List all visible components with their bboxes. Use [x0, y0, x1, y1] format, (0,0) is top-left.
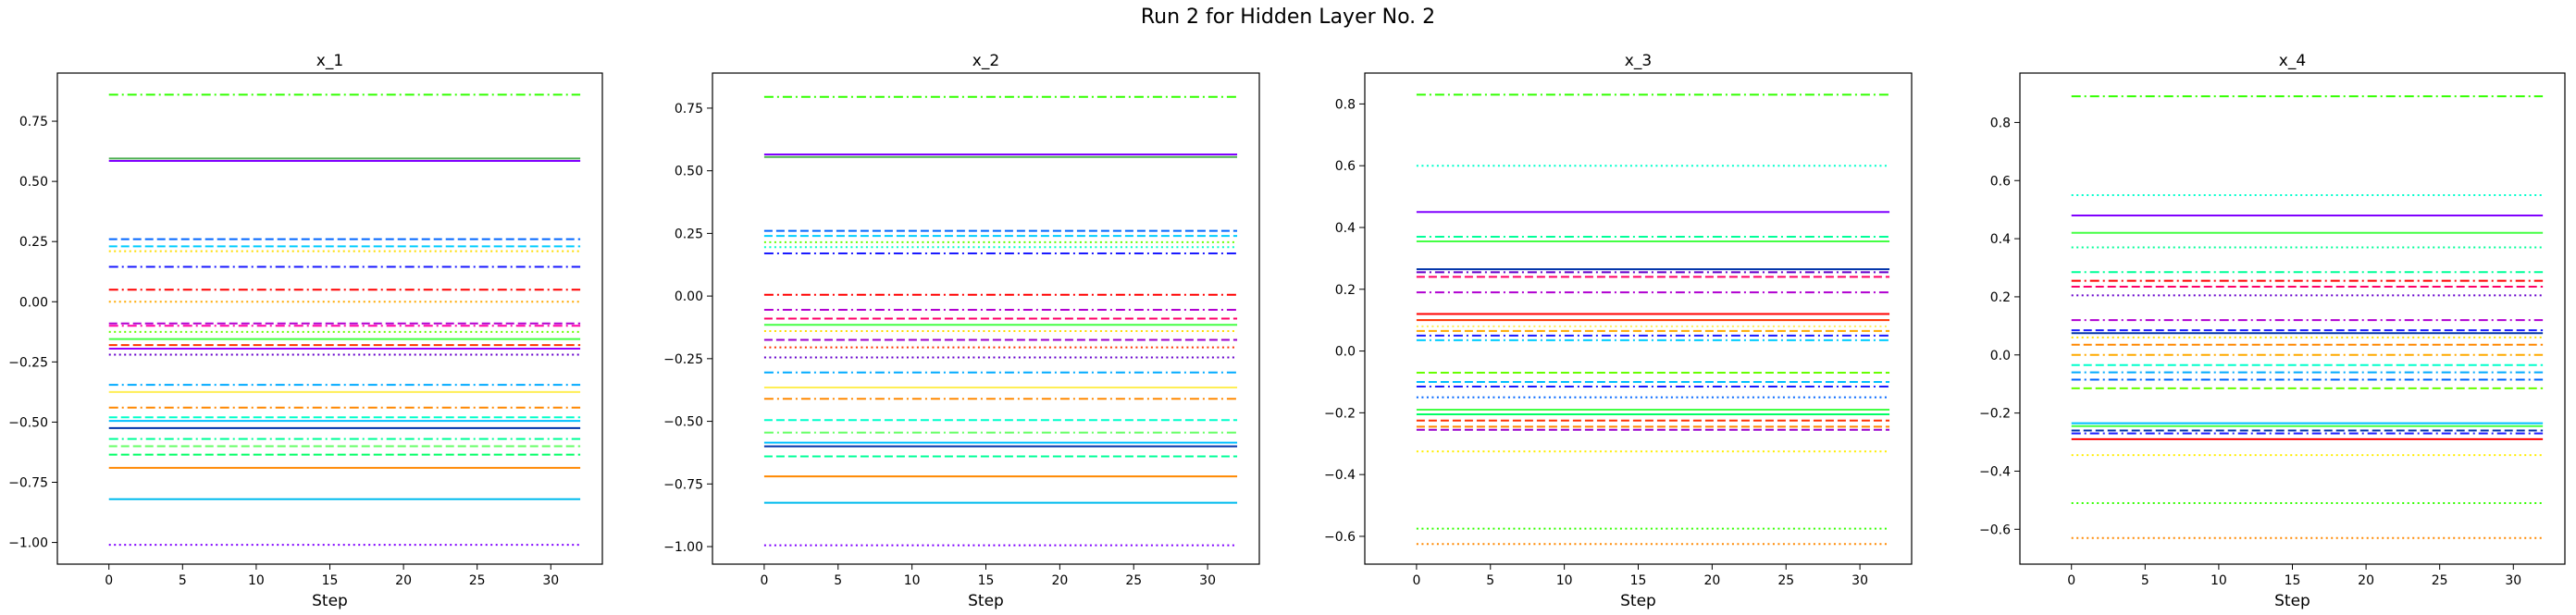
y-tick-label: 0.2	[1335, 283, 1356, 298]
y-tick-label: −0.6	[1324, 530, 1356, 545]
x-tick-label: 10	[904, 573, 921, 588]
subplot-4: 0 5 10 15 20 25 30 −0.6 −0.4 −0.2 0.0 0.2 0.4 0.6 0.8 x…	[1979, 52, 2566, 610]
series-group	[2071, 95, 2544, 539]
y-tick-label: 0.75	[19, 115, 48, 129]
x-tick-label: 15	[322, 573, 339, 588]
x-axis-label: Step	[2274, 592, 2310, 610]
y-tick-label: 0.4	[1990, 232, 2011, 247]
y-tick-label: −1.00	[663, 540, 703, 555]
x-tick-label: 25	[1125, 573, 1142, 588]
x-tick-label: 5	[179, 573, 187, 588]
y-tick-label: 0.8	[1990, 116, 2011, 130]
x-tick-label: 0	[2067, 573, 2075, 588]
x-tick-label: 10	[248, 573, 265, 588]
x-tick-label: 5	[834, 573, 842, 588]
subplot-title: x_2	[972, 52, 999, 70]
x-tick-label: 5	[1486, 573, 1494, 588]
x-tick-label: 30	[542, 573, 559, 588]
y-tick-label: 0.6	[1335, 159, 1356, 174]
x-axis-label: Step	[968, 592, 1004, 610]
x-tick-label: 10	[2211, 573, 2227, 588]
y-tick-label: 0.6	[1990, 174, 2011, 189]
y-tick-label: 0.50	[675, 165, 703, 179]
x-tick-label: 30	[1852, 573, 1868, 588]
x-tick-label: 0	[1412, 573, 1420, 588]
y-tick-label: −0.2	[1979, 407, 2011, 422]
x-tick-label: 0	[760, 573, 768, 588]
y-tick-label: 0.75	[675, 102, 703, 117]
y-tick-label: −0.50	[663, 415, 703, 430]
y-tick-label: 0.2	[1990, 290, 2011, 305]
subplot-title: x_1	[316, 52, 343, 70]
y-tick-label: −0.25	[8, 355, 48, 370]
x-axis-label: Step	[312, 592, 348, 610]
x-tick-label: 15	[2285, 573, 2301, 588]
y-tick-label: −0.75	[663, 477, 703, 492]
figure-title: Run 2 for Hidden Layer No. 2	[1140, 6, 1436, 29]
y-tick-label: 0.0	[1990, 349, 2011, 363]
x-tick-label: 15	[978, 573, 995, 588]
y-tick-label: 0.50	[19, 175, 48, 190]
x-tick-label: 20	[1051, 573, 1068, 588]
y-tick-label: −0.6	[1979, 523, 2011, 537]
y-tick-label: −0.25	[663, 352, 703, 367]
y-tick-label: 0.00	[675, 289, 703, 304]
y-tick-label: −0.75	[8, 476, 48, 491]
y-tick-label: −0.50	[8, 415, 48, 430]
subplot-1: 0 5 10 15 20 25 30 −1.00 −0.75 −0.50 −0.25 0.00 0.25…	[8, 52, 603, 610]
y-tick-label: 0.0	[1335, 345, 1356, 360]
series-group	[763, 95, 1238, 547]
y-tick-label: 0.25	[675, 227, 703, 241]
y-tick-label: 0.4	[1335, 221, 1356, 236]
x-tick-label: 20	[1703, 573, 1720, 588]
y-tick-label: 0.8	[1335, 97, 1356, 112]
subplot-title: x_4	[2279, 52, 2306, 70]
x-axis-label: Step	[1620, 592, 1656, 610]
y-tick-label: −0.2	[1324, 406, 1356, 421]
x-tick-label: 10	[1556, 573, 1573, 588]
x-tick-label: 15	[1630, 573, 1647, 588]
x-tick-label: 25	[469, 573, 486, 588]
x-tick-label: 30	[2505, 573, 2521, 588]
x-tick-label: 20	[2358, 573, 2374, 588]
x-tick-label: 20	[395, 573, 412, 588]
y-tick-label: −0.4	[1979, 464, 2011, 479]
subplot-title: x_3	[1625, 52, 1652, 70]
y-tick-label: 0.25	[19, 235, 48, 250]
y-tick-label: 0.00	[19, 295, 48, 310]
x-tick-label: 0	[105, 573, 113, 588]
x-tick-label: 25	[2432, 573, 2448, 588]
axes-frame	[1364, 72, 1913, 565]
axes-frame	[56, 72, 603, 565]
x-tick-label: 30	[1199, 573, 1216, 588]
x-tick-label: 5	[2141, 573, 2149, 588]
axes-frame	[2019, 72, 2566, 565]
subplot-3: 0 5 10 15 20 25 30 −0.6 −0.4 −0.2 0.0 0.2 0.4 0.6 0.8 x…	[1324, 52, 1913, 610]
series-group	[108, 93, 581, 547]
series-group	[1416, 93, 1890, 546]
y-tick-label: −0.4	[1324, 468, 1356, 483]
x-tick-label: 25	[1777, 573, 1794, 588]
subplot-2: 0 5 10 15 20 25 30 −1.00 −0.75 −0.50 −0.25 0.00 0.25…	[663, 52, 1260, 610]
y-tick-label: −1.00	[8, 536, 48, 551]
